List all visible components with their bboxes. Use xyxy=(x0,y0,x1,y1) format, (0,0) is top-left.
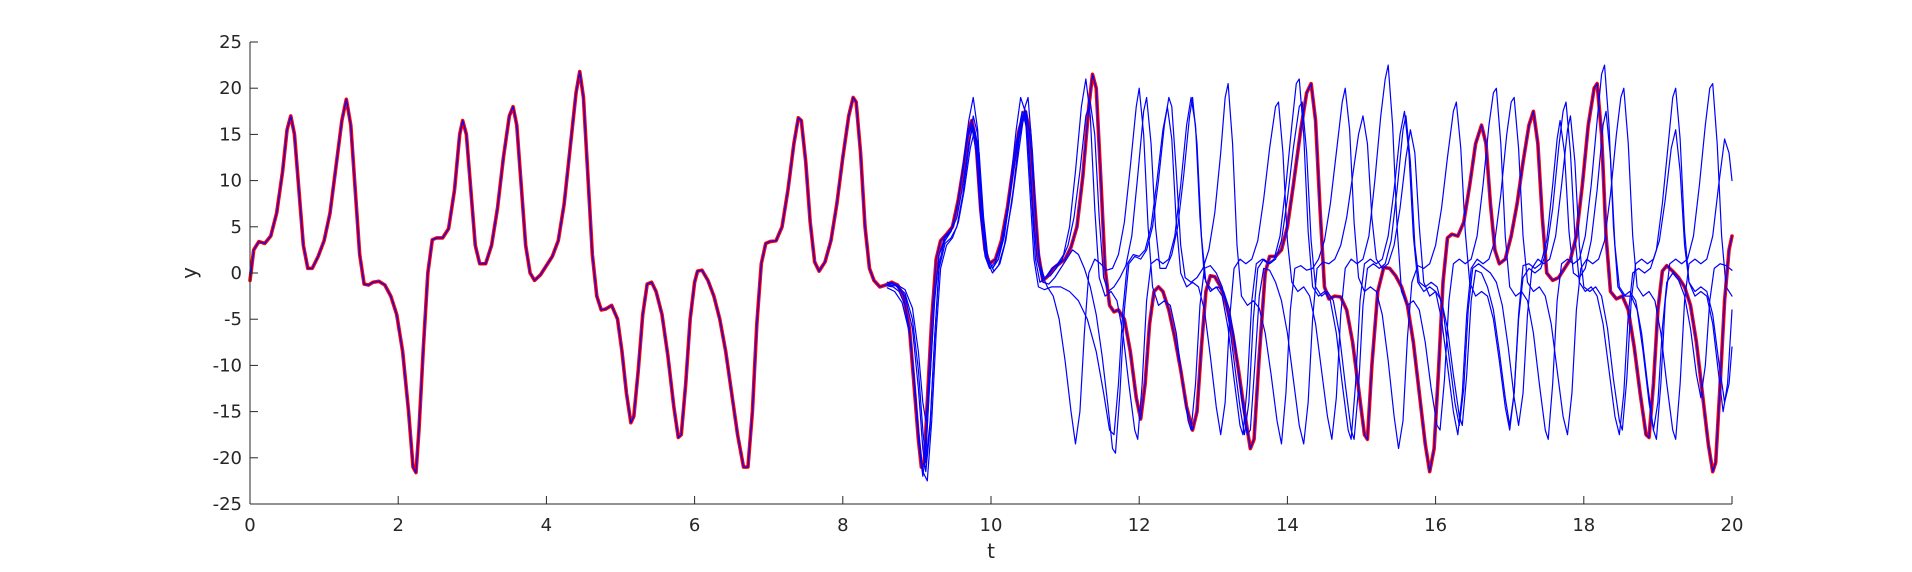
series-line-blue-1 xyxy=(249,70,1733,474)
y-tick-label: 10 xyxy=(219,171,242,192)
x-axis-label: t xyxy=(987,539,995,563)
series-line-blue-3 xyxy=(886,82,1733,482)
series-line-blue-5 xyxy=(886,64,1733,464)
x-tick-label: 14 xyxy=(1276,515,1299,536)
ticks-layer: 0 2 4 6 8 10 12 14 16 18 20 -25 -20 -15 -10 -5 0 5 10 15 20 2… xyxy=(213,32,1744,536)
x-tick-label: 0 xyxy=(244,515,255,536)
series-line-blue-4 xyxy=(886,87,1733,445)
y-tick-label: 20 xyxy=(219,78,242,99)
series-line-red xyxy=(248,69,1734,475)
x-tick-label: 4 xyxy=(541,515,552,536)
x-tick-label: 10 xyxy=(980,515,1003,536)
y-tick-label: 25 xyxy=(219,32,242,53)
y-tick-label: 0 xyxy=(231,263,242,284)
y-axis-label: y xyxy=(177,267,201,279)
x-tick-label: 8 xyxy=(837,515,848,536)
y-tick-label: -25 xyxy=(213,494,242,515)
x-tick-label: 2 xyxy=(392,515,403,536)
series-line-blue-6 xyxy=(886,78,1733,473)
x-tick-label: 16 xyxy=(1424,515,1447,536)
y-tick-label: 5 xyxy=(231,217,242,238)
series-line-blue-2 xyxy=(886,96,1733,477)
y-tick-label: -20 xyxy=(213,448,242,469)
series-layer xyxy=(248,64,1734,482)
y-tick-label: 15 xyxy=(219,124,242,145)
x-tick-label: 6 xyxy=(689,515,700,536)
y-tick-label: -10 xyxy=(213,355,242,376)
x-tick-label: 18 xyxy=(1572,515,1595,536)
x-tick-label: 20 xyxy=(1721,515,1744,536)
y-tick-label: -5 xyxy=(224,309,242,330)
x-tick-label: 12 xyxy=(1128,515,1151,536)
y-tick-label: -15 xyxy=(213,402,242,423)
